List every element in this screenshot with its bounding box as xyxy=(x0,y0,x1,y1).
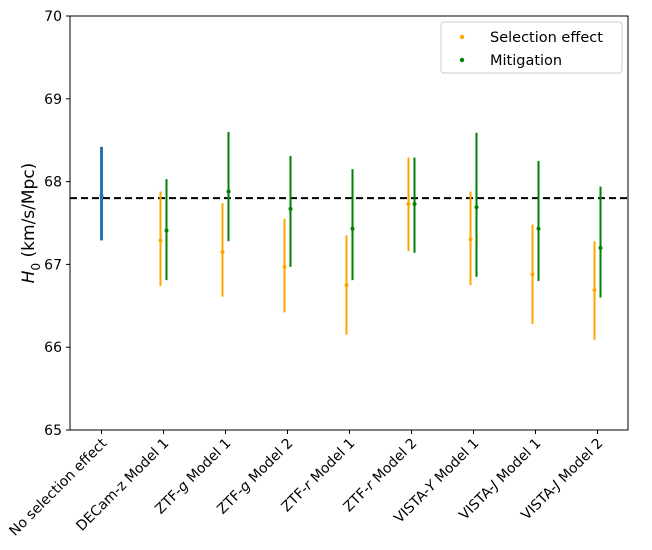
data-point-selection xyxy=(220,249,225,254)
data-point-mitigation xyxy=(536,226,541,231)
legend-marker-mitigation xyxy=(459,57,465,63)
plot-frame xyxy=(69,15,629,431)
legend-label-selection-effect: Selection effect xyxy=(490,30,603,46)
data-point-mitigation xyxy=(164,228,169,233)
data-point-selection xyxy=(592,288,597,293)
data-point-selection xyxy=(406,201,411,206)
y-axis: 65 66 67 68 69 70 xyxy=(44,9,70,439)
y-tick-label: 68 xyxy=(44,175,62,191)
y-tick-label: 65 xyxy=(44,423,62,439)
legend-marker-selection-effect xyxy=(459,34,465,40)
y-axis-label: H0 (km/s/Mpc) xyxy=(19,163,43,284)
y-tick-label: 66 xyxy=(44,340,62,356)
data-point-selection xyxy=(344,283,349,288)
y-tick-label: 70 xyxy=(44,9,62,25)
y-tick-label: 67 xyxy=(44,257,62,273)
error-bars xyxy=(99,131,603,340)
data-point-mitigation xyxy=(474,205,479,210)
plot-area xyxy=(70,16,628,430)
data-point-selection xyxy=(468,237,473,242)
legend: Selection effect Mitigation xyxy=(440,21,623,74)
data-point-mitigation xyxy=(288,206,293,211)
legend-label-mitigation: Mitigation xyxy=(490,53,562,69)
data-point-selection xyxy=(282,264,287,269)
data-point-baseline xyxy=(99,193,104,198)
legend-box xyxy=(440,21,623,74)
y-tick-label: 69 xyxy=(44,92,62,108)
data-point-mitigation xyxy=(598,245,603,250)
data-point-selection xyxy=(530,272,535,277)
data-point-selection xyxy=(158,238,163,243)
data-point-mitigation xyxy=(412,201,417,206)
data-point-mitigation xyxy=(226,189,231,194)
data-point-mitigation xyxy=(350,226,355,231)
